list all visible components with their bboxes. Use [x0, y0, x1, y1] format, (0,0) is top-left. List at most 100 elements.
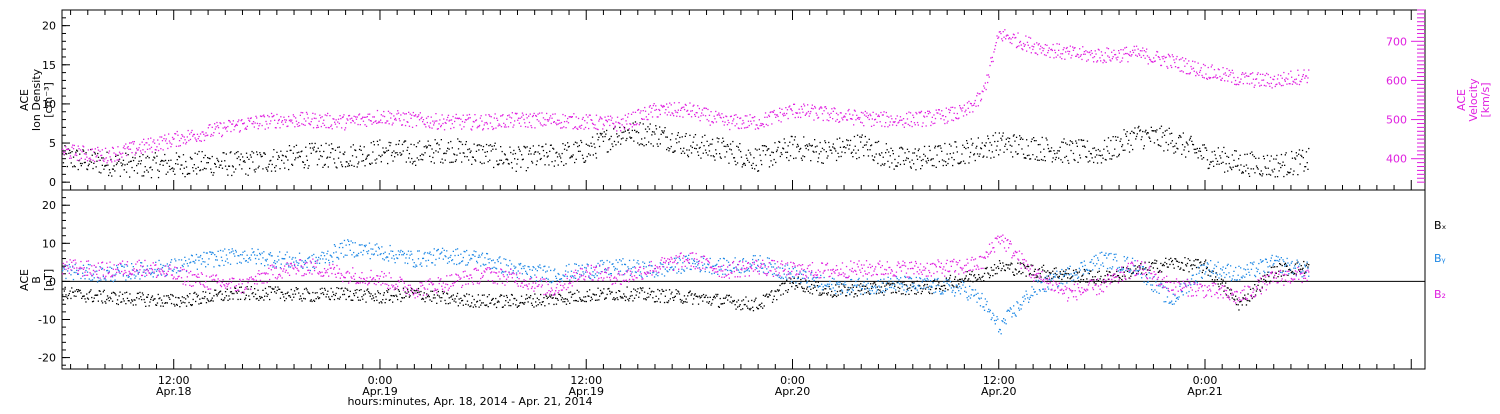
ion-density-point [772, 164, 773, 165]
velocity-point [1150, 59, 1151, 60]
velocity-point [773, 112, 774, 113]
ion-density-point [490, 144, 491, 145]
velocity-point [634, 124, 635, 125]
velocity-point [1205, 65, 1206, 66]
bx-point [474, 299, 475, 300]
bx-point [181, 303, 182, 304]
velocity-point [729, 129, 730, 130]
bx-point [331, 296, 332, 297]
ion-density-point [1106, 159, 1107, 160]
bx-point [612, 292, 613, 293]
ion-density-point [106, 165, 107, 166]
bx-point [622, 298, 623, 299]
bx-point [991, 267, 992, 268]
ion-density-point [1189, 139, 1190, 140]
bx-point [483, 302, 484, 303]
top-right-tick-label: 400 [1386, 153, 1407, 166]
ion-density-point [791, 136, 792, 137]
velocity-point [599, 119, 600, 120]
ion-density-point [250, 154, 251, 155]
ion-density-point [73, 157, 74, 158]
ion-density-point [417, 157, 418, 158]
velocity-point [455, 117, 456, 118]
ion-density-point [375, 159, 376, 160]
bx-point [101, 300, 102, 301]
ion-density-point [766, 146, 767, 147]
velocity-point [480, 118, 481, 119]
bx-point [124, 300, 125, 301]
ion-density-point [881, 152, 882, 153]
ion-density-point [1268, 168, 1269, 169]
velocity-point [562, 127, 563, 128]
ion-density-point [229, 166, 230, 167]
velocity-point [1295, 82, 1296, 83]
ion-density-point [452, 162, 453, 163]
ion-density-point [408, 157, 409, 158]
bx-point [203, 298, 204, 299]
bx-point [70, 298, 71, 299]
ion-density-point [140, 163, 141, 164]
bx-point [337, 298, 338, 299]
bx-point [739, 306, 740, 307]
velocity-point [1061, 58, 1062, 59]
ion-density-point [728, 146, 729, 147]
velocity-point [294, 126, 295, 127]
bx-point [660, 302, 661, 303]
velocity-point [852, 114, 853, 115]
velocity-point [943, 115, 944, 116]
bx-point [267, 294, 268, 295]
velocity-point [116, 155, 117, 156]
by-point [131, 263, 132, 264]
ion-density-point [527, 167, 528, 168]
bx-point [771, 290, 772, 291]
ion-density-point [399, 152, 400, 153]
ion-density-point [1197, 148, 1198, 149]
velocity-point [818, 117, 819, 118]
ion-density-point [204, 168, 205, 169]
bx-point [468, 304, 469, 305]
bx-point [583, 296, 584, 297]
ion-density-point [1206, 150, 1207, 151]
velocity-point [64, 152, 65, 153]
velocity-point [945, 116, 946, 117]
ion-density-point [1165, 130, 1166, 131]
velocity-point [966, 114, 967, 115]
bx-point [1075, 281, 1076, 282]
ion-density-point [907, 149, 908, 150]
velocity-point [1253, 79, 1254, 80]
velocity-point [1024, 46, 1025, 47]
bx-point [179, 306, 180, 307]
bx-point [387, 292, 388, 293]
ion-density-point [851, 152, 852, 153]
bx-point [376, 300, 377, 301]
bx-point [891, 292, 892, 293]
ion-density-point [297, 152, 298, 153]
velocity-point [650, 112, 651, 113]
velocity-point [1025, 44, 1026, 45]
ion-density-point [259, 152, 260, 153]
velocity-point [654, 110, 655, 111]
ion-density-point [512, 154, 513, 155]
bx-point [603, 288, 604, 289]
velocity-point [813, 119, 814, 120]
ion-density-point [727, 144, 728, 145]
velocity-point [392, 123, 393, 124]
ion-density-point [758, 170, 759, 171]
ion-density-point [589, 145, 590, 146]
velocity-point [557, 120, 558, 121]
velocity-point [544, 124, 545, 125]
velocity-point [954, 107, 955, 108]
bx-point [762, 308, 763, 309]
velocity-point [659, 110, 660, 111]
velocity-point [418, 114, 419, 115]
ion-density-point [1283, 176, 1284, 177]
velocity-point [118, 159, 119, 160]
velocity-point [262, 125, 263, 126]
velocity-point [392, 124, 393, 125]
bx-point [311, 299, 312, 300]
ion-density-point [763, 150, 764, 151]
bx-point [1043, 265, 1044, 266]
bx-point [352, 300, 353, 301]
ion-density-point [459, 153, 460, 154]
bx-point [484, 294, 485, 295]
